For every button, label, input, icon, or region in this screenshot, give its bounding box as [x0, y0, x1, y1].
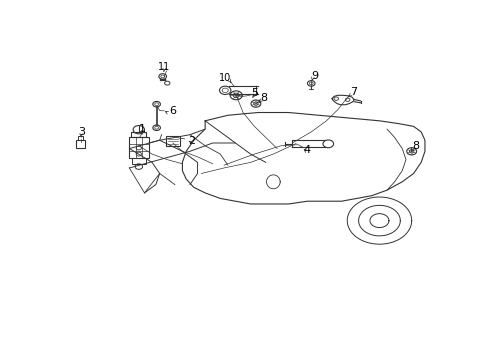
- Text: 9: 9: [311, 71, 318, 81]
- Text: 6: 6: [169, 107, 176, 116]
- Bar: [166, 136, 180, 146]
- Text: 8: 8: [411, 141, 418, 151]
- Bar: [129, 138, 149, 158]
- Text: 4: 4: [303, 145, 309, 155]
- Bar: [78, 136, 83, 140]
- Text: 11: 11: [158, 62, 170, 72]
- Text: 3: 3: [78, 127, 84, 137]
- Bar: [131, 132, 146, 138]
- Text: 7: 7: [350, 87, 357, 97]
- Bar: [132, 158, 145, 164]
- Text: 1: 1: [139, 124, 146, 134]
- Text: 10: 10: [218, 73, 230, 83]
- Text: 8: 8: [260, 93, 266, 103]
- Bar: [76, 140, 85, 148]
- Text: 2: 2: [188, 136, 195, 146]
- Text: 5: 5: [250, 88, 257, 98]
